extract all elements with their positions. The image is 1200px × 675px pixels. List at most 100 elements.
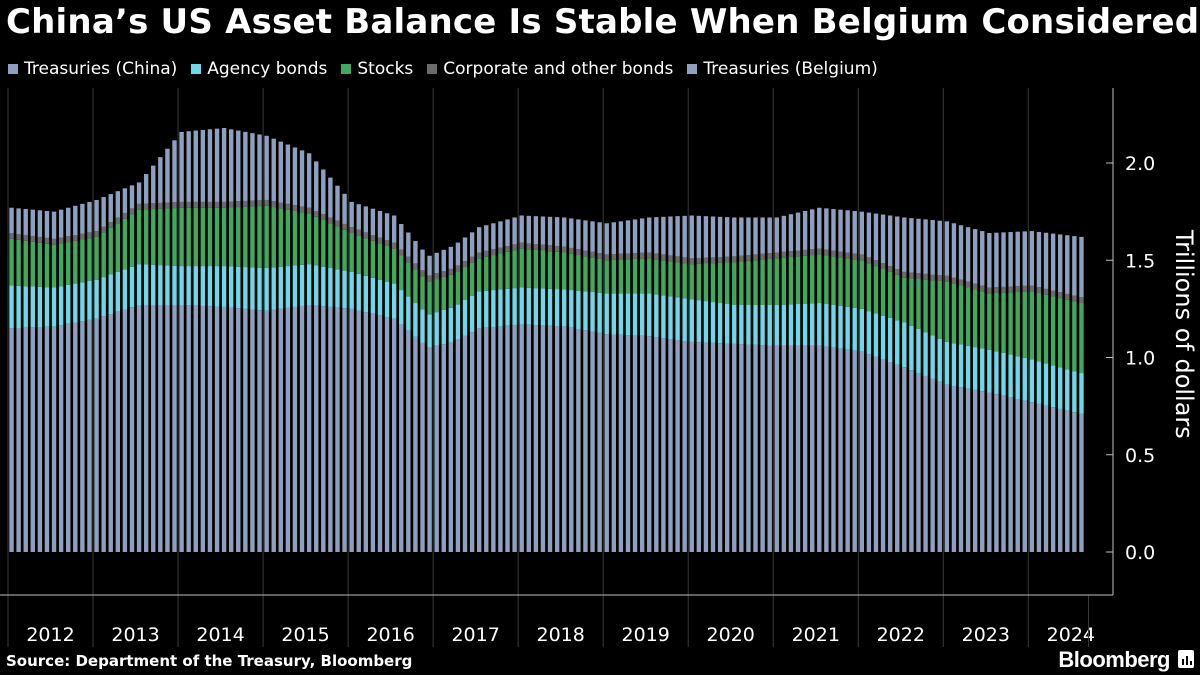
legend-item: Stocks [341, 59, 413, 79]
bar-segment [151, 209, 156, 265]
bar-segment [94, 199, 99, 232]
bar-segment [739, 255, 744, 262]
bar-segment [951, 223, 957, 278]
bar-segment [66, 323, 71, 552]
bar-segment [547, 216, 553, 246]
bar-segment [236, 308, 241, 552]
bar-segment [625, 220, 631, 254]
bar-segment [746, 260, 751, 305]
bar-segment [342, 193, 347, 224]
bar-segment [937, 381, 942, 552]
bar-segment [774, 217, 779, 253]
bar-segment [314, 210, 319, 217]
bar-segment [689, 264, 694, 300]
bar-segment [37, 242, 43, 287]
bar-segment [30, 241, 35, 287]
bar-segment [476, 258, 482, 292]
bar-segment [484, 225, 489, 251]
legend-swatch [427, 64, 438, 74]
bar-segment [668, 261, 673, 297]
bar-segment [299, 212, 305, 265]
bar-segment [1008, 354, 1013, 398]
bar-segment [484, 250, 489, 257]
bar-segment [717, 257, 723, 263]
bar-segment [356, 229, 361, 236]
bar-segment [328, 306, 333, 552]
bar-segment [186, 266, 191, 306]
bar-segment [384, 240, 390, 246]
bar-segment [632, 293, 638, 336]
bar-segment [526, 287, 531, 325]
bar-segment [958, 344, 964, 388]
bar-segment [873, 213, 879, 261]
bar-segment [817, 345, 822, 552]
bar-segment [895, 216, 900, 270]
bar-segment [639, 218, 645, 253]
bar-segment [427, 347, 432, 552]
bar-segment [427, 255, 432, 276]
bar-segment [158, 208, 163, 266]
bar-segment [413, 241, 418, 264]
bar-segment [576, 290, 581, 329]
bar-segment [51, 244, 57, 288]
bar-segment [391, 318, 397, 552]
bar-segment [193, 130, 198, 202]
bar-segment [377, 210, 383, 238]
bar-segment [916, 279, 921, 329]
bar-segment [94, 279, 99, 319]
bar-segment [647, 217, 652, 253]
bar-segment [781, 304, 787, 346]
bar-segment [335, 185, 340, 221]
bar-segment [859, 211, 864, 255]
bar-segment [810, 345, 815, 552]
bar-segment [1015, 356, 1020, 399]
bar-segment [328, 177, 333, 218]
bar-segment [831, 209, 836, 251]
bar-segment [1050, 290, 1056, 297]
bar-segment [972, 347, 978, 390]
bar-segment [583, 220, 588, 251]
bar-segment [1022, 291, 1027, 358]
bar-segment [668, 296, 673, 340]
bar-segment [151, 203, 156, 210]
bar-segment [151, 264, 156, 305]
bar-segment [965, 287, 971, 346]
bar-segment [469, 262, 475, 296]
bar-segment [774, 252, 779, 259]
bar-segment [349, 233, 354, 272]
bar-segment [278, 208, 283, 267]
bar-segment [639, 252, 645, 259]
bar-segment [299, 150, 305, 207]
bar-segment [257, 200, 262, 207]
bar-segment [257, 310, 262, 552]
bar-segment [243, 267, 248, 309]
bar-segment [1015, 398, 1020, 552]
bar-segment [873, 313, 879, 357]
bar-segment [1036, 231, 1042, 288]
bar-segment [1065, 299, 1070, 370]
bar-segment [753, 344, 758, 552]
bar-segment [66, 242, 71, 285]
bar-segment [122, 269, 128, 310]
bar-segment [618, 293, 624, 335]
bar-segment [58, 325, 64, 552]
bar-segment [696, 257, 702, 264]
bar-segment [597, 222, 602, 254]
bar-segment [321, 220, 326, 267]
bar-segment [278, 141, 283, 203]
bar-segment [895, 364, 900, 552]
bar-segment [547, 251, 553, 289]
bar-segment [987, 233, 992, 288]
bar-segment [597, 253, 602, 259]
bar-segment [965, 345, 971, 389]
bar-segment [1043, 294, 1049, 364]
bar-segment [590, 292, 595, 332]
bar-segment [158, 304, 163, 552]
bar-segment [859, 351, 864, 552]
bar-segment [122, 212, 128, 219]
bar-segment [724, 343, 730, 552]
bar-segment [335, 226, 340, 270]
bar-segment [363, 312, 369, 552]
bar-segment [158, 157, 163, 203]
bar-segment [406, 330, 411, 552]
